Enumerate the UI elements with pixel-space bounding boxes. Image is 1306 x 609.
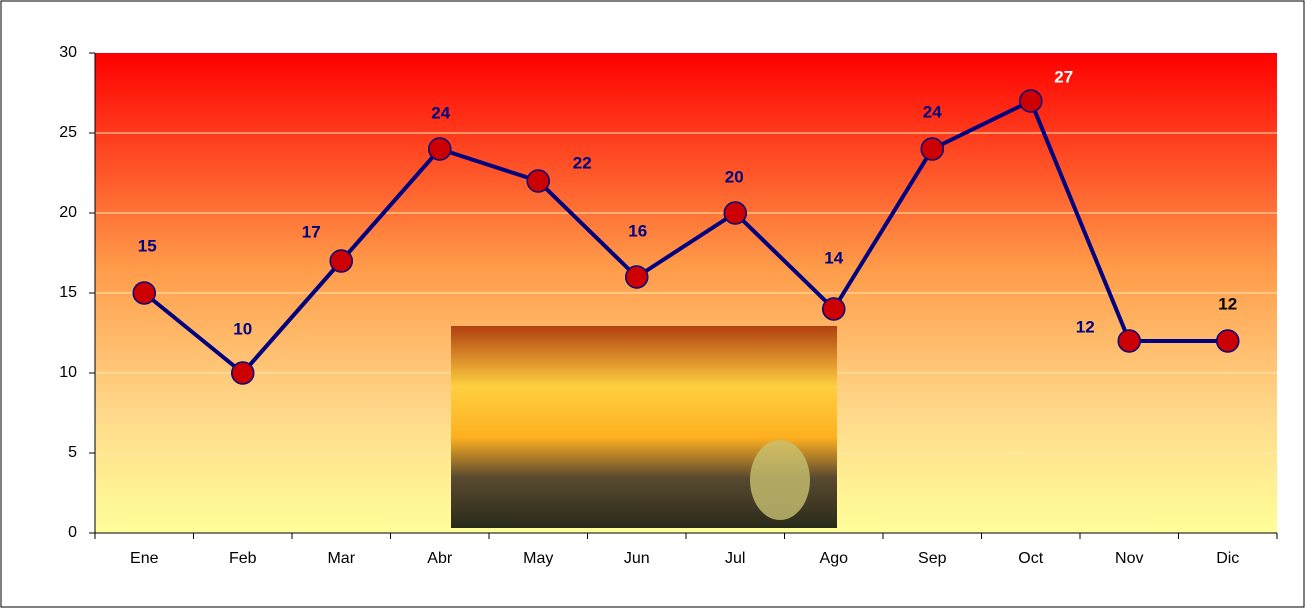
x-tick-label: May — [523, 550, 553, 567]
x-tick-label: Dic — [1216, 550, 1239, 567]
data-label: 20 — [725, 167, 744, 186]
x-tick-label: Mar — [327, 550, 355, 567]
marker — [231, 361, 255, 385]
line — [142, 98, 1228, 376]
marker — [920, 137, 944, 161]
x-tick-label: Feb — [229, 550, 257, 567]
x-tick-label: Ene — [130, 550, 159, 567]
marker — [1019, 89, 1043, 113]
marker — [428, 137, 452, 161]
marker — [132, 281, 156, 305]
y-tick-label: 10 — [59, 364, 77, 381]
data-label: 10 — [233, 319, 252, 338]
data-label: 16 — [628, 221, 647, 240]
data-label: 17 — [302, 222, 321, 241]
y-tick-label: 20 — [59, 204, 77, 221]
data-label: 24 — [431, 103, 450, 122]
marker — [329, 249, 353, 273]
x-tick-label: Jul — [725, 550, 745, 567]
data-label: 27 — [1054, 67, 1073, 86]
data-label: 24 — [923, 102, 942, 121]
x-tick-label: Ago — [820, 550, 849, 567]
marker — [625, 265, 649, 289]
x-tick-label: Sep — [918, 550, 947, 567]
photo-figure — [750, 440, 810, 520]
y-tick-label: 15 — [59, 284, 77, 301]
x-tick-label: Jun — [624, 550, 650, 567]
y-tick-label: 30 — [59, 44, 77, 61]
data-label: 12 — [1218, 294, 1237, 313]
data-label: 14 — [824, 248, 843, 267]
marker — [822, 297, 846, 321]
x-tick-label: Nov — [1115, 550, 1143, 567]
y-tick-label: 25 — [59, 124, 77, 141]
y-tick-label: 5 — [68, 444, 77, 461]
x-tick-label: Oct — [1018, 550, 1043, 567]
data-label: 22 — [573, 153, 592, 172]
marker — [723, 201, 747, 225]
marker — [526, 169, 550, 193]
y-tick-label: 0 — [68, 524, 77, 541]
data-label: 12 — [1076, 317, 1095, 336]
x-tick-label: Abr — [427, 550, 453, 567]
marker — [1216, 329, 1240, 353]
marker — [1117, 329, 1141, 353]
data-label: 15 — [138, 236, 157, 255]
